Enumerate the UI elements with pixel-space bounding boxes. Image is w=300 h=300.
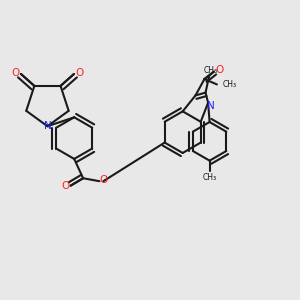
Text: O: O xyxy=(215,65,224,75)
Text: O: O xyxy=(75,68,83,77)
Text: CH₃: CH₃ xyxy=(202,172,217,182)
Text: O: O xyxy=(99,175,107,185)
Text: O: O xyxy=(61,181,69,191)
Text: CH₃: CH₃ xyxy=(222,80,236,89)
Text: CH₃: CH₃ xyxy=(203,66,218,75)
Text: O: O xyxy=(11,68,20,77)
Text: N: N xyxy=(207,101,214,111)
Text: N: N xyxy=(44,121,51,131)
